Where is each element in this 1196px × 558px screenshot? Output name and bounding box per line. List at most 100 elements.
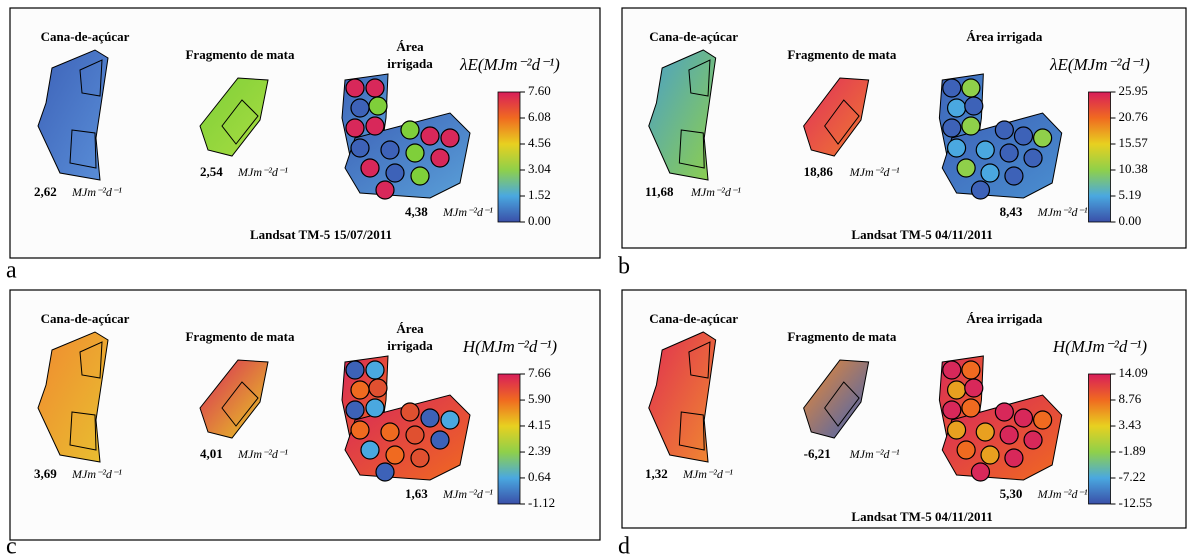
pivot — [376, 463, 394, 481]
unit: MJm⁻²d⁻¹ — [682, 467, 733, 481]
pivot — [366, 361, 384, 379]
forest-label: Fragmento de mata — [185, 47, 295, 62]
unit: MJm⁻²d⁻¹ — [71, 467, 122, 481]
panel-letter: d — [618, 534, 630, 558]
pivot — [411, 449, 429, 467]
unit: MJm⁻²d⁻¹ — [237, 165, 288, 179]
pivot — [346, 361, 364, 379]
pivot — [981, 164, 999, 182]
pivot — [366, 399, 384, 417]
unit: MJm⁻²d⁻¹ — [237, 447, 288, 461]
tick-label: 14.09 — [1118, 365, 1147, 380]
mean-value: 8,43 — [1000, 204, 1023, 219]
legend-title: λE(MJm⁻²d⁻¹) — [1049, 55, 1150, 74]
mean-value: 18,86 — [804, 164, 834, 179]
tick-label: 10.38 — [1118, 161, 1147, 176]
pivot — [401, 403, 419, 421]
tick-label: 3.04 — [528, 161, 551, 176]
pivot — [1024, 431, 1042, 449]
irrigated-label: Área irrigada — [966, 29, 1042, 44]
pivot — [1000, 426, 1018, 444]
pivot — [369, 379, 387, 397]
unit: MJm⁻²d⁻¹ — [442, 205, 493, 219]
mean-value: 2,54 — [200, 164, 223, 179]
pivot — [421, 409, 439, 427]
pivot — [411, 167, 429, 185]
tick-label: 4.15 — [528, 417, 551, 432]
pivot — [361, 441, 379, 459]
pivot — [1014, 409, 1032, 427]
pivot — [431, 431, 449, 449]
pivot — [1024, 149, 1042, 167]
pivot — [381, 141, 399, 159]
pivot — [386, 164, 404, 182]
tick-label: 5.90 — [528, 391, 551, 406]
unit: MJm⁻²d⁻¹ — [1037, 487, 1088, 501]
pivot — [351, 381, 369, 399]
pivot — [369, 97, 387, 115]
mean-value: 4,01 — [200, 446, 223, 461]
pivot — [948, 139, 966, 157]
pivot — [441, 411, 459, 429]
tick-label: -1.89 — [1118, 443, 1145, 458]
pivot — [943, 401, 961, 419]
tick-label: 0.64 — [528, 469, 551, 484]
tick-label: 25.95 — [1118, 83, 1147, 98]
pivot — [376, 181, 394, 199]
mean-value: -6,21 — [804, 446, 831, 461]
colorbar — [498, 92, 520, 222]
irrigated-label: Área irrigada — [966, 311, 1042, 326]
cane-label: Cana-de-açúcar — [649, 311, 738, 326]
tick-label: 0.00 — [1118, 213, 1141, 228]
mean-value: 1,32 — [645, 466, 668, 481]
pivot — [366, 79, 384, 97]
unit: MJm⁻²d⁻¹ — [442, 487, 493, 501]
tick-label: -7.22 — [1118, 469, 1145, 484]
tick-label: 15.57 — [1118, 135, 1148, 150]
mean-value: 5,30 — [1000, 486, 1023, 501]
tick-label: 7.60 — [528, 83, 551, 98]
pivot — [386, 446, 404, 464]
forest-label: Fragmento de mata — [787, 329, 897, 344]
forest-label: Fragmento de mata — [787, 47, 897, 62]
legend-title: H(MJm⁻²d⁻¹) — [462, 337, 558, 356]
pivot — [1005, 449, 1023, 467]
mean-value: 1,63 — [405, 486, 428, 501]
pivot — [943, 79, 961, 97]
pivot — [1005, 167, 1023, 185]
pivot — [971, 463, 989, 481]
tick-label: -12.55 — [1118, 495, 1152, 510]
figure: a Cana-de-açúcar Fragmento de mata Área irri… — [0, 0, 1196, 558]
tick-label: 20.76 — [1118, 109, 1148, 124]
tick-label: 3.43 — [1118, 417, 1141, 432]
pivot — [948, 99, 966, 117]
colorbar — [1088, 92, 1110, 222]
pivot — [351, 139, 369, 157]
panel-letter: c — [6, 534, 17, 558]
irrigated-label: Área — [396, 321, 424, 336]
tick-label: 0.00 — [528, 213, 551, 228]
pivot — [421, 127, 439, 145]
tick-label: -1.12 — [528, 495, 555, 510]
pivot — [962, 361, 980, 379]
tick-label: 4.56 — [528, 135, 551, 150]
legend-title: λE(MJm⁻²d⁻¹) — [459, 55, 560, 74]
tick-label: 6.08 — [528, 109, 551, 124]
caption: Landsat TM-5 15/07/2011 — [250, 227, 392, 242]
tick-label: 5.19 — [1118, 187, 1141, 202]
tick-label: 8.76 — [1118, 391, 1141, 406]
unit: MJm⁻²d⁻¹ — [849, 447, 900, 461]
pivot — [361, 159, 379, 177]
pivot — [976, 423, 994, 441]
pivot — [943, 361, 961, 379]
pivot — [441, 129, 459, 147]
pivot — [406, 144, 424, 162]
pivot — [948, 421, 966, 439]
pivot — [1034, 411, 1052, 429]
irrigated-label: irrigada — [387, 56, 433, 71]
panel-letter: a — [6, 258, 17, 284]
pivot — [995, 403, 1013, 421]
pivot — [962, 117, 980, 135]
pivot — [962, 79, 980, 97]
cane-label: Cana-de-açúcar — [41, 29, 130, 44]
